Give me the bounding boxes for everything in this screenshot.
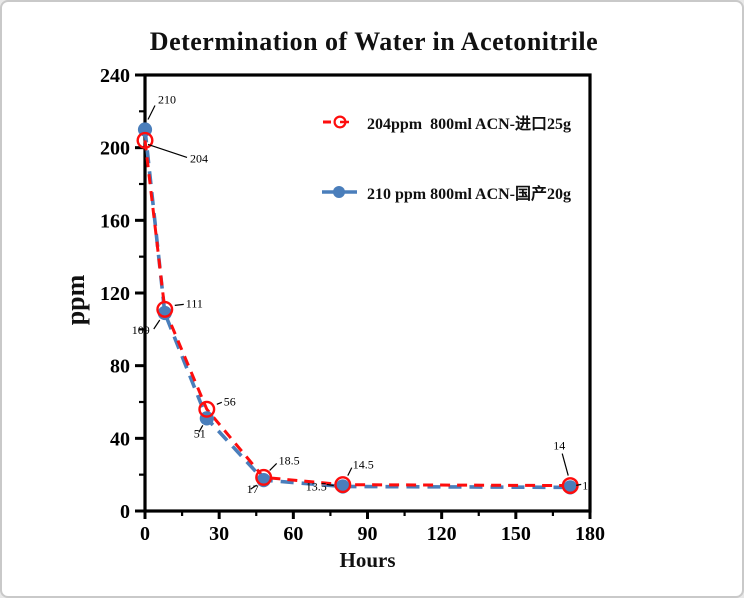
chart-text: 109 — [132, 323, 150, 337]
chart-text: 18.5 — [279, 453, 300, 467]
chart-text: 120 — [100, 283, 130, 305]
open-circle-dashed-line-icon — [322, 114, 360, 130]
label-leader-line — [216, 401, 223, 405]
data-point-open — [198, 400, 216, 418]
label-leader-line — [250, 484, 257, 490]
chart-text: 111 — [186, 296, 203, 310]
label-leader-line — [174, 303, 184, 306]
chart-text: 13.5 — [306, 479, 327, 493]
data-point-open — [255, 468, 273, 486]
chart-text: 240 — [100, 65, 130, 87]
label-leader-line — [326, 483, 334, 487]
chart-text: 160 — [100, 210, 130, 232]
label-leader-line — [576, 483, 582, 486]
chart-text: 0 — [120, 501, 130, 523]
chart-text: 51 — [194, 426, 206, 440]
data-labels: 204 111 56 18.5 14.5 14 210 109 51 17 13.5 13 — [132, 93, 594, 497]
legend-label-domestic: 210 ppm 800ml ACN-国产20g — [367, 186, 572, 203]
chart-text: 120 — [427, 523, 457, 545]
data-point-open — [136, 131, 154, 149]
chart-text: 14 — [553, 439, 565, 453]
chart-text: 60 — [283, 523, 303, 545]
chart-text: 150 — [501, 523, 531, 545]
label-leader-line — [347, 467, 353, 476]
legend-marker-svg — [323, 115, 349, 129]
chart-text: 90 — [358, 523, 378, 545]
x-axis-title: Hours — [339, 548, 396, 572]
chart-text: 14.5 — [353, 458, 374, 472]
y-axis-title: ppm — [61, 274, 90, 326]
series-line-0 — [143, 140, 571, 488]
chart-text: 40 — [110, 428, 130, 450]
label-leader-line — [147, 143, 188, 158]
chart-legend: 204ppm 800ml ACN-进口25g 210 ppm 800ml ACN… — [322, 110, 571, 250]
chart-title: Determination of Water in Acetonitrile — [149, 27, 599, 56]
legend-item-imported: 204ppm 800ml ACN-进口25g — [322, 110, 571, 134]
legend-marker-svg — [322, 186, 357, 198]
legend-label-imported: 204ppm 800ml ACN-进口25g — [367, 116, 572, 133]
label-leader-line — [561, 453, 569, 476]
label-leader-line — [147, 105, 156, 120]
label-leader-line — [269, 462, 278, 471]
chart-text: 80 — [110, 356, 130, 378]
chart-text: 13 — [582, 478, 594, 492]
chart-text: 200 — [100, 138, 130, 160]
chart-text: 30 — [209, 523, 229, 545]
chart-text: 56 — [224, 394, 236, 408]
chart-text: 180 — [575, 523, 605, 545]
filled-circle-line-icon — [322, 184, 360, 200]
data-point-open — [334, 476, 352, 494]
chart-text: 210 — [158, 93, 176, 107]
data-point-open — [156, 300, 174, 318]
chart-text: 204 — [190, 151, 208, 165]
chart-text: 17 — [247, 482, 259, 496]
chart-text: 0 — [140, 523, 150, 545]
label-leader-line — [153, 319, 161, 330]
label-leader-line — [198, 425, 204, 433]
legend-item-domestic: 210 ppm 800ml ACN-国产20g — [322, 180, 571, 204]
